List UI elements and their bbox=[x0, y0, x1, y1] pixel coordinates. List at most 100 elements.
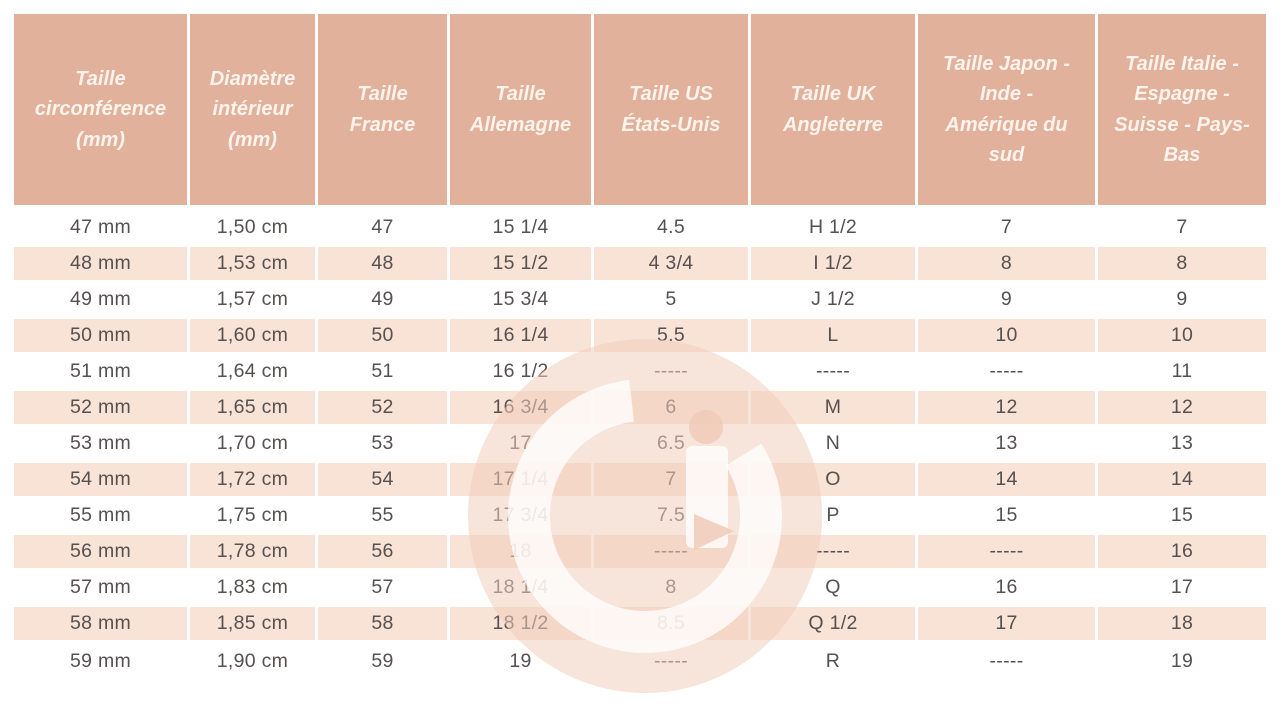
table-row: 50 mm 1,60 cm 50 16 1/4 5.5 L 10 10 bbox=[14, 319, 1266, 355]
column-header-italy-spain-switzerland-netherlands: Taille Italie - Espagne - Suisse - Pays-… bbox=[1098, 14, 1266, 211]
column-header-germany: Taille Allemagne bbox=[450, 14, 594, 211]
ring-size-conversion-table: Taille circonférence (mm) Diamètre intér… bbox=[14, 14, 1266, 679]
cell-inner-diameter: 1,90 cm bbox=[190, 643, 318, 679]
table-row: 56 mm 1,78 cm 56 18 ----- ----- ----- 16 bbox=[14, 535, 1266, 571]
cell-italy-spain-switzerland-netherlands: 19 bbox=[1098, 643, 1266, 679]
cell-circumference: 59 mm bbox=[14, 643, 190, 679]
cell-inner-diameter: 1,50 cm bbox=[190, 211, 318, 247]
cell-uk: O bbox=[751, 463, 918, 499]
cell-germany: 18 bbox=[450, 535, 594, 571]
cell-us: ----- bbox=[594, 643, 751, 679]
cell-france: 52 bbox=[318, 391, 450, 427]
cell-france: 55 bbox=[318, 499, 450, 535]
cell-germany: 16 1/2 bbox=[450, 355, 594, 391]
table-row: 49 mm 1,57 cm 49 15 3/4 5 J 1/2 9 9 bbox=[14, 283, 1266, 319]
cell-japan-india-south-america: ----- bbox=[918, 535, 1098, 571]
cell-uk: M bbox=[751, 391, 918, 427]
cell-us: 4 3/4 bbox=[594, 247, 751, 283]
cell-uk: H 1/2 bbox=[751, 211, 918, 247]
cell-us: ----- bbox=[594, 535, 751, 571]
column-header-france: Taille France bbox=[318, 14, 450, 211]
cell-italy-spain-switzerland-netherlands: 11 bbox=[1098, 355, 1266, 391]
cell-japan-india-south-america: 8 bbox=[918, 247, 1098, 283]
cell-japan-india-south-america: 9 bbox=[918, 283, 1098, 319]
cell-uk: P bbox=[751, 499, 918, 535]
cell-france: 57 bbox=[318, 571, 450, 607]
column-header-inner-diameter: Diamètre intérieur (mm) bbox=[190, 14, 318, 211]
cell-japan-india-south-america: ----- bbox=[918, 643, 1098, 679]
cell-japan-india-south-america: 16 bbox=[918, 571, 1098, 607]
column-header-circumference: Taille circonférence (mm) bbox=[14, 14, 190, 211]
cell-us: ----- bbox=[594, 355, 751, 391]
cell-circumference: 48 mm bbox=[14, 247, 190, 283]
cell-italy-spain-switzerland-netherlands: 7 bbox=[1098, 211, 1266, 247]
table-row: 59 mm 1,90 cm 59 19 ----- R ----- 19 bbox=[14, 643, 1266, 679]
cell-uk: Q bbox=[751, 571, 918, 607]
table-row: 54 mm 1,72 cm 54 17 1/4 7 O 14 14 bbox=[14, 463, 1266, 499]
table-row: 57 mm 1,83 cm 57 18 1/4 8 Q 16 17 bbox=[14, 571, 1266, 607]
cell-germany: 19 bbox=[450, 643, 594, 679]
cell-uk: I 1/2 bbox=[751, 247, 918, 283]
cell-us: 5 bbox=[594, 283, 751, 319]
cell-uk: ----- bbox=[751, 535, 918, 571]
cell-france: 47 bbox=[318, 211, 450, 247]
cell-circumference: 47 mm bbox=[14, 211, 190, 247]
cell-france: 59 bbox=[318, 643, 450, 679]
table-row: 47 mm 1,50 cm 47 15 1/4 4.5 H 1/2 7 7 bbox=[14, 211, 1266, 247]
cell-germany: 17 bbox=[450, 427, 594, 463]
cell-japan-india-south-america: 17 bbox=[918, 607, 1098, 643]
cell-us: 7.5 bbox=[594, 499, 751, 535]
table-row: 55 mm 1,75 cm 55 17 3/4 7.5 P 15 15 bbox=[14, 499, 1266, 535]
cell-circumference: 51 mm bbox=[14, 355, 190, 391]
cell-italy-spain-switzerland-netherlands: 9 bbox=[1098, 283, 1266, 319]
cell-germany: 17 1/4 bbox=[450, 463, 594, 499]
cell-circumference: 53 mm bbox=[14, 427, 190, 463]
cell-inner-diameter: 1,53 cm bbox=[190, 247, 318, 283]
cell-italy-spain-switzerland-netherlands: 14 bbox=[1098, 463, 1266, 499]
cell-germany: 18 1/2 bbox=[450, 607, 594, 643]
cell-japan-india-south-america: 14 bbox=[918, 463, 1098, 499]
cell-germany: 15 1/2 bbox=[450, 247, 594, 283]
cell-france: 51 bbox=[318, 355, 450, 391]
cell-inner-diameter: 1,83 cm bbox=[190, 571, 318, 607]
cell-inner-diameter: 1,57 cm bbox=[190, 283, 318, 319]
cell-italy-spain-switzerland-netherlands: 16 bbox=[1098, 535, 1266, 571]
cell-circumference: 52 mm bbox=[14, 391, 190, 427]
table-header-row: Taille circonférence (mm) Diamètre intér… bbox=[14, 14, 1266, 211]
cell-italy-spain-switzerland-netherlands: 12 bbox=[1098, 391, 1266, 427]
cell-france: 58 bbox=[318, 607, 450, 643]
ring-size-table-container: Taille circonférence (mm) Diamètre intér… bbox=[14, 14, 1266, 679]
cell-circumference: 57 mm bbox=[14, 571, 190, 607]
table-row: 48 mm 1,53 cm 48 15 1/2 4 3/4 I 1/2 8 8 bbox=[14, 247, 1266, 283]
cell-uk: L bbox=[751, 319, 918, 355]
cell-japan-india-south-america: 7 bbox=[918, 211, 1098, 247]
table-row: 58 mm 1,85 cm 58 18 1/2 8.5 Q 1/2 17 18 bbox=[14, 607, 1266, 643]
cell-us: 5.5 bbox=[594, 319, 751, 355]
table-row: 53 mm 1,70 cm 53 17 6.5 N 13 13 bbox=[14, 427, 1266, 463]
cell-france: 49 bbox=[318, 283, 450, 319]
table-body: 47 mm 1,50 cm 47 15 1/4 4.5 H 1/2 7 7 48… bbox=[14, 211, 1266, 679]
cell-france: 48 bbox=[318, 247, 450, 283]
cell-germany: 16 1/4 bbox=[450, 319, 594, 355]
cell-germany: 17 3/4 bbox=[450, 499, 594, 535]
cell-us: 8.5 bbox=[594, 607, 751, 643]
cell-us: 4.5 bbox=[594, 211, 751, 247]
column-header-us: Taille US États-Unis bbox=[594, 14, 751, 211]
cell-italy-spain-switzerland-netherlands: 8 bbox=[1098, 247, 1266, 283]
column-header-uk: Taille UK Angleterre bbox=[751, 14, 918, 211]
cell-inner-diameter: 1,64 cm bbox=[190, 355, 318, 391]
cell-japan-india-south-america: ----- bbox=[918, 355, 1098, 391]
cell-uk: N bbox=[751, 427, 918, 463]
cell-inner-diameter: 1,65 cm bbox=[190, 391, 318, 427]
cell-us: 7 bbox=[594, 463, 751, 499]
cell-germany: 16 3/4 bbox=[450, 391, 594, 427]
cell-circumference: 55 mm bbox=[14, 499, 190, 535]
cell-italy-spain-switzerland-netherlands: 17 bbox=[1098, 571, 1266, 607]
cell-inner-diameter: 1,78 cm bbox=[190, 535, 318, 571]
cell-germany: 15 3/4 bbox=[450, 283, 594, 319]
cell-france: 56 bbox=[318, 535, 450, 571]
cell-circumference: 50 mm bbox=[14, 319, 190, 355]
column-header-japan-india-south-america: Taille Japon - Inde - Amérique du sud bbox=[918, 14, 1098, 211]
cell-italy-spain-switzerland-netherlands: 10 bbox=[1098, 319, 1266, 355]
